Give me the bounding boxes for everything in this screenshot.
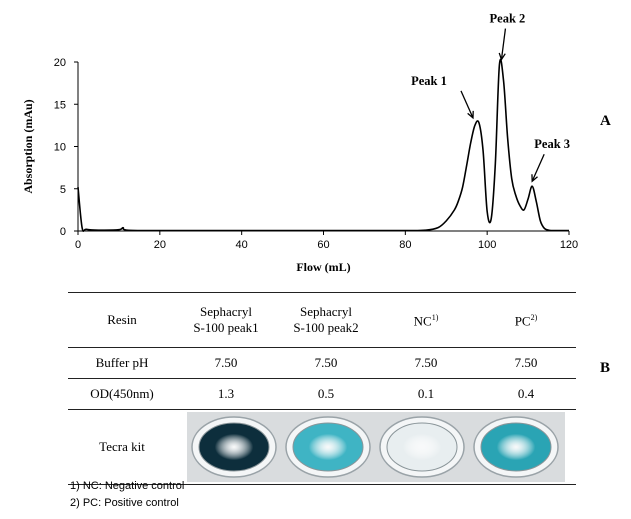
x-tick-label: 0 [75,239,81,251]
table-row-buffer: Buffer pH 7.50 7.50 7.50 7.50 [68,348,576,379]
chromatogram-series-line-0 [77,58,570,232]
header-peak2: Sephacryl S-100 peak2 [276,293,376,348]
peak-arrow-shaft [500,28,507,60]
y-axis-label: Absorption (mAu) [21,99,35,193]
y-tick-label: 5 [60,184,66,196]
y-tick-label: 0 [60,226,66,238]
od-label: OD(450nm) [90,386,154,401]
x-tick-label: 60 [317,239,329,251]
chromatogram-chart: 0 20 40 60 80 100 120 0 5 10 15 20 Flow (mL) Absorpti… [21,12,578,274]
tecra-wells-cell [176,410,576,485]
tecra-well [386,422,458,472]
assay-table: Resin Sephacryl S-100 peak1 Sephacryl S-… [68,292,576,485]
table-footnotes: 1) NC: Negative control 2) PC: Positive … [70,478,184,512]
od-value-peak2: 0.5 [317,386,335,401]
header-nc-label: NC [413,313,432,329]
tecra-well [198,422,270,472]
tecra-well [292,422,364,472]
panel-label-b: B [600,360,611,376]
x-axis-label: Flow (mL) [296,260,350,274]
header-nc-footnote: 1) [431,313,439,323]
header-peak1-line2: S-100 peak1 [193,320,259,335]
buffer-value-pc: 7.50 [514,355,538,370]
table-header-row: Resin Sephacryl S-100 peak1 Sephacryl S-… [68,292,576,348]
tecra-well [480,422,552,472]
peak-arrow-shaft [460,90,474,119]
x-tick-label: 20 [154,239,166,251]
header-peak2-line1: Sephacryl [300,304,352,319]
header-peak1: Sephacryl S-100 peak1 [176,293,276,348]
header-resin: Resin [107,312,137,327]
peak-label: Peak 3 [534,137,570,151]
x-tick-label: 120 [560,239,578,251]
od-value-nc: 0.1 [417,386,435,401]
header-peak2-line2: S-100 peak2 [293,320,359,335]
peak-arrow-shaft [531,153,545,182]
buffer-value-peak2: 7.50 [314,355,338,370]
footnote-nc: 1) NC: Negative control [70,480,185,492]
table-row-tecra: Tecra kit [68,410,576,485]
y-tick-label: 20 [54,57,66,69]
header-pc-footnote: 2) [530,313,538,323]
od-value-pc: 0.4 [517,386,535,401]
buffer-label: Buffer pH [95,355,149,370]
table-row-od: OD(450nm) 1.3 0.5 0.1 0.4 [68,379,576,410]
x-tick-label: 80 [399,239,411,251]
header-peak1-line1: Sephacryl [200,304,252,319]
od-value-peak1: 1.3 [217,386,235,401]
panel-label-a: A [600,113,611,129]
y-tick-label: 10 [54,142,66,154]
footnote-pc: 2) PC: Positive control [70,497,179,509]
buffer-value-peak1: 7.50 [214,355,238,370]
header-nc: NC1) [376,293,476,348]
header-pc-label: PC [514,313,531,329]
peak-arrow-head [531,174,538,183]
header-pc: PC2) [476,293,576,348]
peak-label: Peak 1 [411,74,447,88]
peak-arrow-head [467,110,474,120]
tecra-label: Tecra kit [99,439,145,454]
peak-arrow-head [498,52,506,62]
y-tick-label: 15 [54,99,66,111]
x-tick-label: 100 [478,239,496,251]
buffer-value-nc: 7.50 [414,355,438,370]
tecra-well-strip [187,412,565,482]
x-tick-label: 40 [236,239,248,251]
peak-label: Peak 2 [490,12,526,26]
